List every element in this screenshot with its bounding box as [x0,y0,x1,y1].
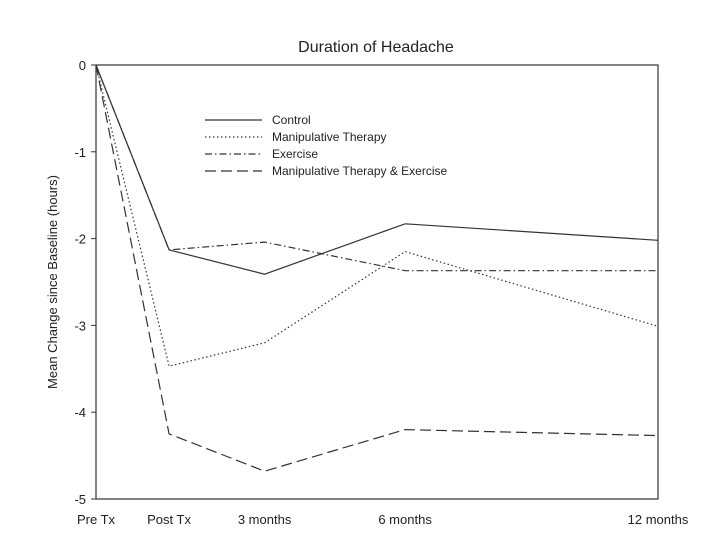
x-tick-label: 12 months [628,512,689,527]
series-line-manipulative-therapy [95,64,659,367]
y-tick-label: -3 [74,318,86,333]
legend-label: Manipulative Therapy & Exercise [272,164,448,178]
x-tick-label: 6 months [378,512,432,527]
legend-label: Control [272,113,311,127]
y-axis-ticks: 0 -1 -2 -3 -4 -5 [74,58,96,507]
series-line-manipulative-therapy-exercise [95,64,659,472]
legend-label: Exercise [272,147,318,161]
plot-frame [95,64,659,500]
y-axis-label: Mean Change since Baseline (hours) [45,175,60,389]
series-lines [95,64,659,472]
y-tick-label: -4 [74,405,86,420]
x-tick-label: Pre Tx [77,512,116,527]
series-line-exercise [95,64,658,272]
y-tick-label: -5 [74,492,86,507]
legend-label: Manipulative Therapy [272,130,387,144]
y-tick-label: -1 [74,145,86,160]
x-tick-label: 3 months [238,512,292,527]
y-tick-label: -2 [74,232,86,247]
chart-title: Duration of Headache [298,39,454,56]
x-tick-label: Post Tx [147,512,191,527]
y-tick-label: 0 [79,58,86,73]
x-axis-ticks: Pre Tx Post Tx 3 months 6 months 12 months [77,512,689,527]
legend: Control Manipulative Therapy Exercise Manip… [205,113,448,178]
